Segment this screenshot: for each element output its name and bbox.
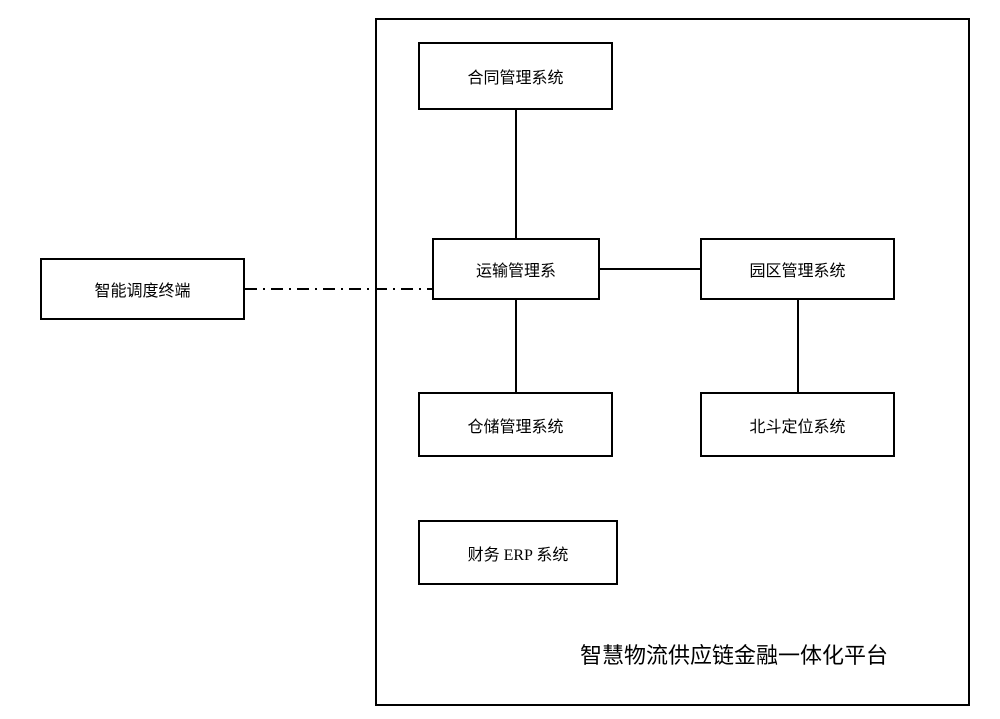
node-park-label: 园区管理系统 bbox=[749, 257, 845, 281]
node-beidou: 北斗定位系统 bbox=[700, 392, 895, 457]
node-transport-label: 运输管理系 bbox=[476, 257, 556, 281]
node-contract: 合同管理系统 bbox=[418, 42, 613, 110]
node-terminal: 智能调度终端 bbox=[40, 258, 245, 320]
node-contract-label: 合同管理系统 bbox=[467, 64, 563, 88]
platform-title: 智慧物流供应链金融一体化平台 bbox=[580, 638, 888, 670]
node-erp-label: 财务 ERP 系统 bbox=[468, 541, 569, 565]
platform-container bbox=[375, 18, 970, 706]
node-beidou-label: 北斗定位系统 bbox=[749, 413, 845, 437]
node-erp: 财务 ERP 系统 bbox=[418, 520, 618, 585]
node-terminal-label: 智能调度终端 bbox=[94, 277, 190, 301]
node-transport: 运输管理系 bbox=[432, 238, 600, 300]
node-park: 园区管理系统 bbox=[700, 238, 895, 300]
node-warehouse: 仓储管理系统 bbox=[418, 392, 613, 457]
node-warehouse-label: 仓储管理系统 bbox=[467, 413, 563, 437]
